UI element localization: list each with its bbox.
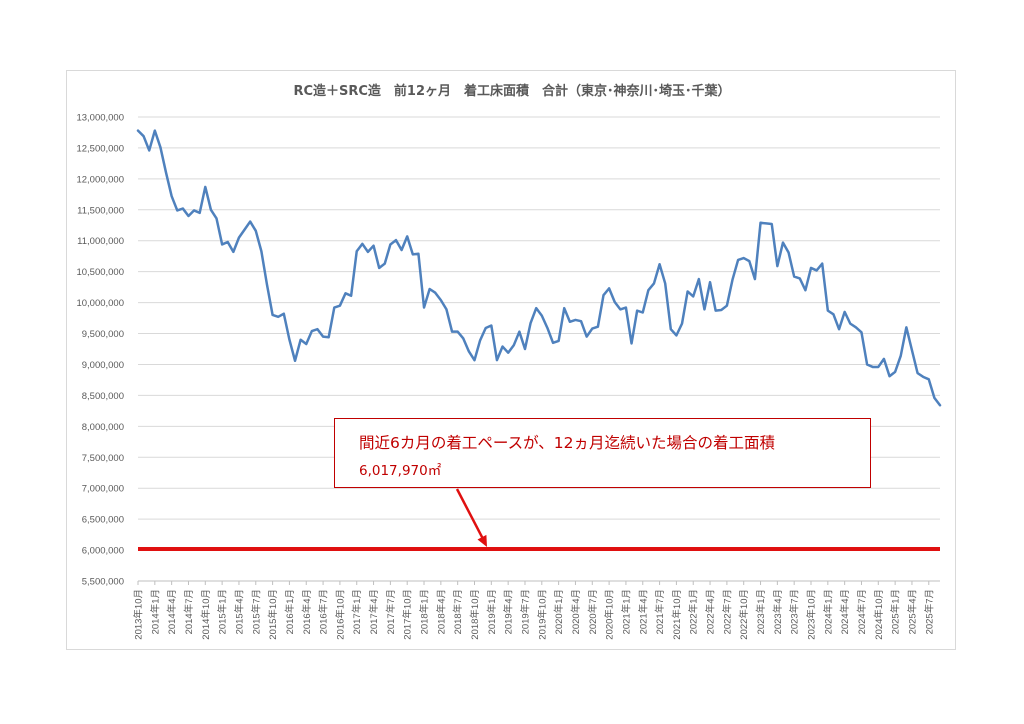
x-tick-label: 2014年10月 [200, 589, 212, 640]
x-tick-label: 2018年4月 [435, 589, 447, 634]
y-tick-label: 6,000,000 [82, 546, 124, 557]
x-tick-label: 2019年10月 [536, 589, 548, 640]
x-tick-label: 2018年10月 [469, 589, 481, 640]
x-tick-label: 2016年7月 [318, 589, 330, 634]
y-tick-label: 8,000,000 [82, 422, 124, 433]
y-tick-label: 9,500,000 [82, 329, 124, 340]
x-tick-label: 2021年4月 [637, 589, 649, 634]
x-tick-label: 2015年1月 [217, 589, 229, 634]
x-axis-ticks: 2013年10月 2014年1月 2014年4月 2014年7月 2014年10月 201… [133, 581, 935, 640]
x-tick-label: 2016年4月 [301, 589, 313, 634]
x-tick-label: 2024年4月 [839, 589, 851, 634]
annotation-text: 間近6カ月の着工ペースが、12ヵ月迄続いた場合の着工面積 [359, 434, 776, 452]
y-tick-label: 11,000,000 [77, 236, 124, 247]
x-tick-label: 2022年1月 [688, 589, 700, 634]
x-tick-label: 2013年10月 [133, 589, 145, 640]
x-tick-label: 2015年10月 [267, 589, 279, 640]
x-tick-label: 2024年7月 [856, 589, 868, 634]
x-tick-label: 2020年4月 [570, 589, 582, 634]
chart-frame: RC造＋SRC造 前12ヶ月 着工床面積 合計（東京･神奈川･埼玉･千葉） 13… [66, 70, 956, 650]
x-tick-label: 2023年10月 [806, 589, 818, 640]
x-tick-label: 2021年1月 [620, 589, 632, 634]
y-tick-label: 9,000,000 [82, 360, 124, 371]
x-tick-label: 2025年4月 [906, 589, 918, 634]
x-tick-label: 2019年1月 [486, 589, 498, 634]
annotation-box: 間近6カ月の着工ペースが、12ヵ月迄続いた場合の着工面積 6,017,970㎡ [334, 418, 871, 488]
chart-title: RC造＋SRC造 前12ヶ月 着工床面積 合計（東京･神奈川･埼玉･千葉） [293, 83, 730, 99]
x-tick-label: 2021年7月 [654, 589, 666, 634]
x-tick-label: 2018年7月 [452, 589, 464, 634]
x-tick-label: 2018年1月 [419, 589, 431, 634]
annotation-arrow-group [455, 488, 487, 547]
x-tick-label: 2025年7月 [923, 589, 935, 634]
x-tick-label: 2014年1月 [149, 589, 161, 634]
x-tick-label: 2021年10月 [671, 589, 683, 640]
x-tick-label: 2017年7月 [385, 589, 397, 634]
x-tick-label: 2022年10月 [738, 589, 750, 640]
x-tick-label: 2017年4月 [368, 589, 380, 634]
x-tick-label: 2017年1月 [351, 589, 363, 634]
y-tick-label: 10,500,000 [76, 267, 124, 278]
annotation-arrow [455, 488, 485, 540]
y-tick-label: 12,000,000 [76, 174, 124, 185]
x-tick-label: 2016年1月 [284, 589, 296, 634]
x-tick-label: 2015年4月 [233, 589, 245, 634]
x-tick-label: 2022年7月 [721, 589, 733, 634]
y-tick-label: 7,000,000 [82, 484, 124, 495]
gridlines [138, 116, 940, 582]
series-line [136, 129, 942, 407]
x-tick-label: 2022年4月 [705, 589, 717, 634]
y-tick-label: 5,500,000 [82, 577, 124, 588]
x-tick-label: 2020年10月 [604, 589, 616, 640]
x-tick-label: 2023年1月 [755, 589, 767, 634]
annotation-value: 6,017,970㎡ [359, 463, 442, 479]
arrow-head [477, 534, 487, 547]
y-tick-label: 7,500,000 [82, 453, 124, 464]
x-tick-label: 2014年7月 [183, 589, 195, 634]
x-tick-label: 2023年4月 [772, 589, 784, 634]
x-tick-label: 2023年7月 [789, 589, 801, 634]
x-tick-label: 2024年1月 [822, 589, 834, 634]
y-tick-label: 13,000,000 [76, 113, 124, 124]
x-tick-label: 2014年4月 [166, 589, 178, 634]
x-tick-label: 2024年10月 [873, 589, 885, 640]
series-group [136, 129, 942, 407]
x-tick-label: 2019年7月 [519, 589, 531, 634]
y-tick-label: 11,500,000 [77, 205, 124, 216]
line-chart: RC造＋SRC造 前12ヶ月 着工床面積 合計（東京･神奈川･埼玉･千葉） 13… [76, 83, 942, 640]
x-tick-label: 2025年1月 [890, 589, 902, 634]
x-tick-label: 2017年10月 [402, 589, 414, 640]
y-tick-label: 12,500,000 [76, 143, 124, 154]
x-tick-label: 2019年4月 [503, 589, 515, 634]
y-tick-label: 8,500,000 [82, 391, 124, 402]
x-tick-label: 2020年7月 [587, 589, 599, 634]
y-tick-label: 10,000,000 [76, 298, 124, 309]
x-tick-label: 2015年7月 [250, 589, 262, 634]
y-tick-label: 6,500,000 [82, 515, 124, 526]
x-tick-label: 2016年10月 [334, 589, 346, 640]
x-tick-label: 2020年1月 [553, 589, 565, 634]
y-axis-ticks: 13,000,000 12,500,000 12,000,000 11,500,000… [76, 113, 124, 588]
